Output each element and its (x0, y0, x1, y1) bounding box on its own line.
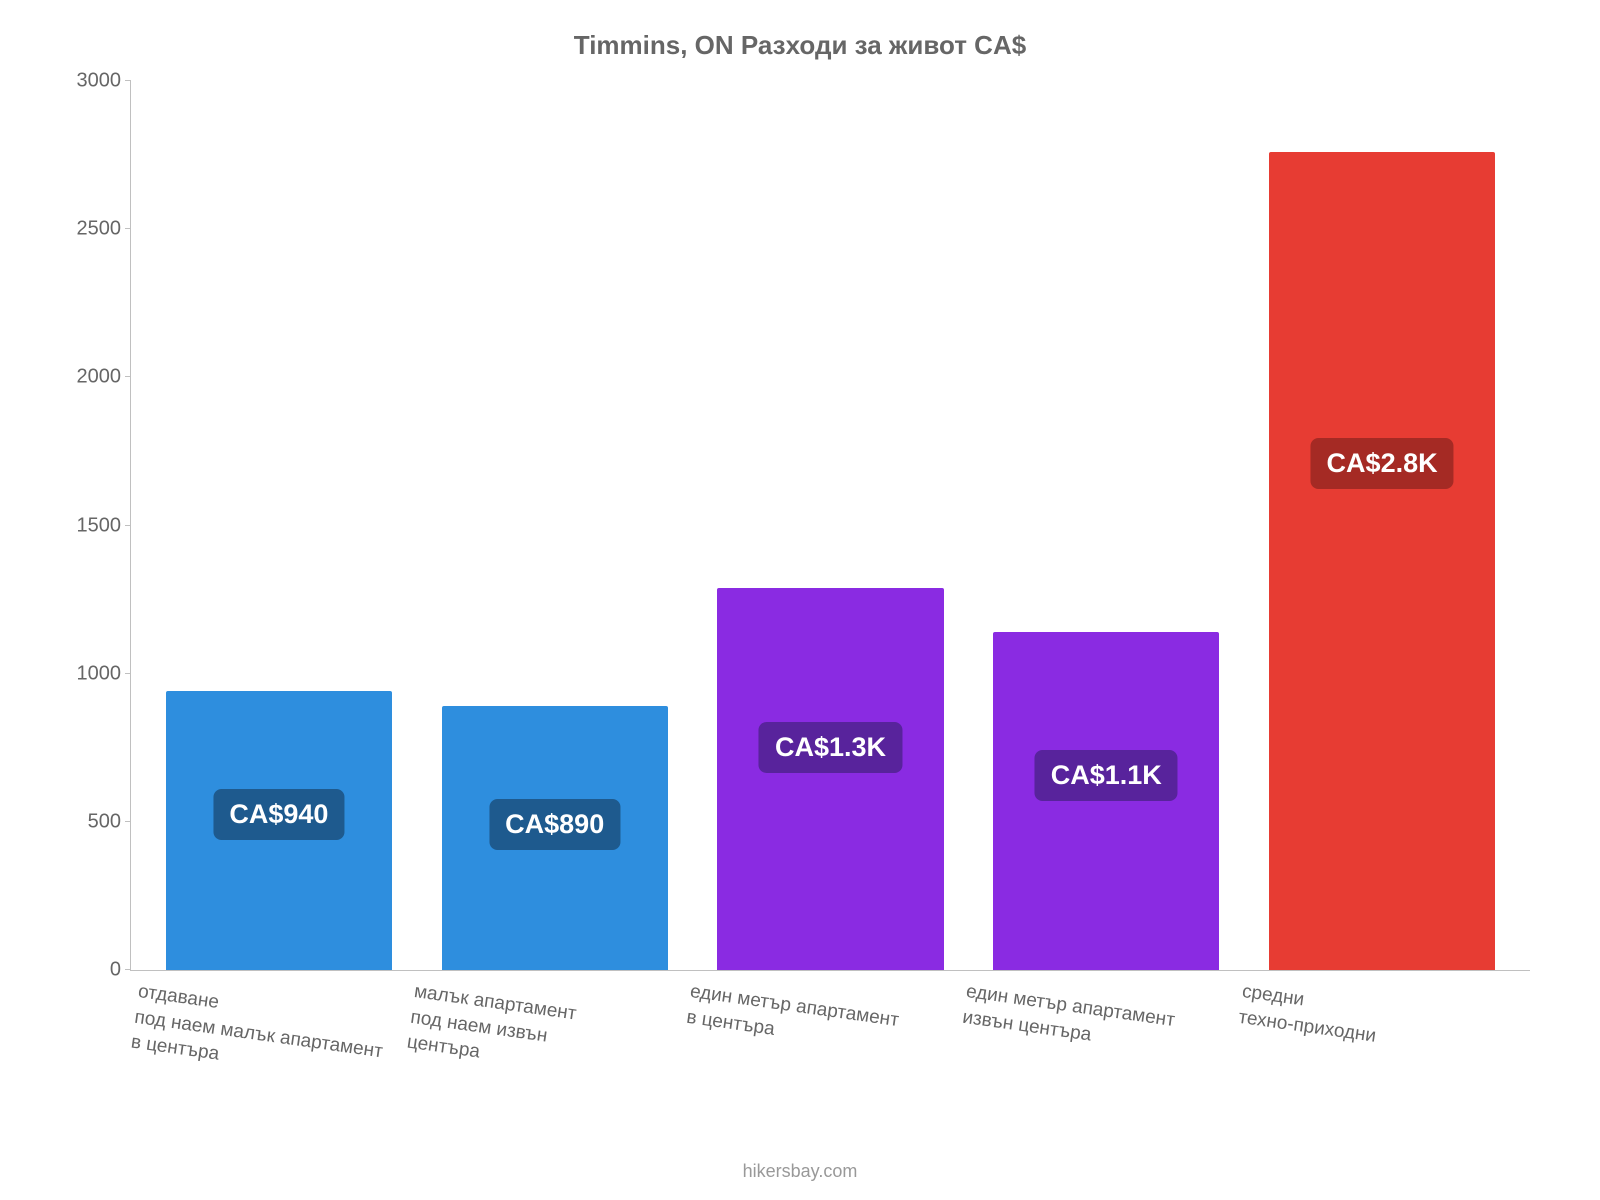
bar: CA$940 (166, 691, 392, 970)
y-tick-label: 1000 (61, 662, 121, 685)
chart-container: Timmins, ON Разходи за живот CA$ CA$940C… (0, 0, 1600, 1200)
bar-slot: CA$1.3K (693, 81, 969, 970)
y-tick-label: 2500 (61, 218, 121, 241)
bar: CA$890 (442, 706, 668, 970)
y-tick-mark (125, 969, 131, 970)
bar-value-label: CA$1.3K (759, 722, 902, 773)
y-tick-mark (125, 525, 131, 526)
y-tick-mark (125, 673, 131, 674)
y-tick-label: 2000 (61, 366, 121, 389)
y-tick-mark (125, 80, 131, 81)
bars-group: CA$940 CA$890 CA$1.3K CA$1.1K CA$2.8K (131, 81, 1530, 970)
bar-value-label: CA$890 (489, 799, 620, 850)
y-tick-label: 0 (61, 959, 121, 982)
y-tick-mark (125, 821, 131, 822)
x-label: отдаване под наем малък апартамент в цен… (129, 979, 388, 1090)
attribution-text: hikersbay.com (0, 1161, 1600, 1182)
bar-value-label: CA$940 (213, 789, 344, 840)
y-tick-mark (125, 228, 131, 229)
bar-slot: CA$2.8K (1244, 81, 1520, 970)
bar: CA$1.1K (993, 632, 1219, 970)
x-label: средни техно-приходни (1237, 979, 1381, 1049)
x-label: един метър апартамент извън центъра (961, 979, 1177, 1059)
bar-value-label: CA$1.1K (1035, 750, 1178, 801)
bar-slot: CA$890 (417, 81, 693, 970)
plot-area: CA$940CA$890CA$1.3KCA$1.1KCA$2.8K 050010… (130, 81, 1530, 971)
y-tick-label: 1500 (61, 514, 121, 537)
chart-title: Timmins, ON Разходи за живот CA$ (40, 30, 1560, 61)
bar-value-label: CA$2.8K (1311, 438, 1454, 489)
bar: CA$2.8K (1269, 152, 1495, 970)
y-tick-label: 3000 (61, 70, 121, 93)
y-tick-label: 500 (61, 810, 121, 833)
x-label: малък апартамент под наем извън центъра (405, 979, 578, 1078)
bar: CA$1.3K (717, 588, 943, 970)
x-label: един метър апартамент в центъра (685, 979, 901, 1059)
y-tick-mark (125, 376, 131, 377)
bar-slot: CA$1.1K (968, 81, 1244, 970)
bar-slot: CA$940 (141, 81, 417, 970)
